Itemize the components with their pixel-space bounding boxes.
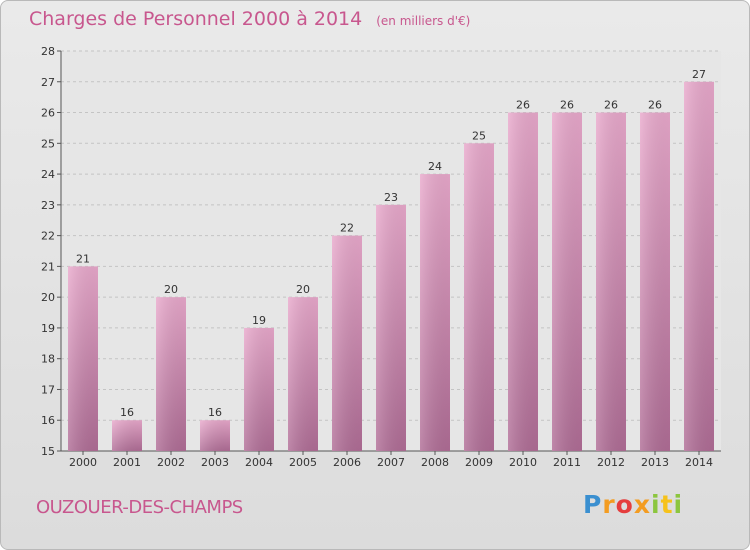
y-tick-label: 22	[41, 230, 55, 243]
logo-letter: t	[660, 490, 674, 519]
logo-letter: o	[615, 490, 634, 519]
bar-value-label: 16	[208, 406, 222, 419]
bar-value-label: 26	[516, 99, 530, 112]
bar-value-label: 21	[76, 252, 90, 265]
x-tick-label: 2007	[377, 456, 405, 469]
bar-highlight	[68, 266, 98, 451]
logo-letter: i	[673, 490, 684, 519]
bar-value-label: 24	[428, 160, 442, 173]
bar-value-label: 26	[648, 99, 662, 112]
bar-highlight	[332, 235, 362, 451]
bar-highlight	[640, 112, 670, 452]
bar-value-label: 16	[120, 406, 134, 419]
y-tick-label: 18	[41, 353, 55, 366]
x-tick-label: 2008	[421, 456, 449, 469]
bar-highlight	[596, 112, 626, 452]
bar-value-label: 19	[252, 314, 266, 327]
y-tick-label: 24	[41, 168, 55, 181]
y-tick-label: 20	[41, 291, 55, 304]
y-tick-label: 17	[41, 383, 55, 396]
logo-letter: i	[651, 490, 661, 519]
bar-highlight	[376, 204, 406, 451]
x-tick-label: 2013	[641, 456, 669, 469]
y-tick-label: 26	[41, 107, 55, 120]
bar-highlight	[420, 174, 450, 452]
x-tick-label: 2004	[245, 456, 273, 469]
bar-value-label: 20	[296, 283, 310, 296]
bar-value-label: 25	[472, 129, 486, 142]
bar-highlight	[156, 297, 186, 451]
logo-letter: r	[602, 490, 616, 519]
y-tick-label: 23	[41, 199, 55, 212]
bar-highlight	[464, 143, 494, 452]
x-tick-label: 2011	[553, 456, 581, 469]
y-tick-label: 27	[41, 76, 55, 89]
x-tick-label: 2012	[597, 456, 625, 469]
bar-highlight	[508, 112, 538, 452]
x-tick-label: 2003	[201, 456, 229, 469]
x-tick-label: 2001	[113, 456, 141, 469]
bar-value-label: 26	[560, 99, 574, 112]
x-tick-label: 2005	[289, 456, 317, 469]
x-tick-label: 2006	[333, 456, 361, 469]
bar-value-label: 20	[164, 283, 178, 296]
x-tick-label: 2009	[465, 456, 493, 469]
logo-letter: P	[583, 490, 603, 519]
proxiti-logo: Proxiti	[583, 490, 683, 519]
bar-highlight	[244, 327, 274, 451]
x-tick-label: 2000	[69, 456, 97, 469]
bar-value-label: 27	[692, 68, 706, 81]
bar-highlight	[112, 420, 142, 451]
logo-letter: x	[633, 490, 651, 519]
y-tick-label: 19	[41, 322, 55, 335]
bar-value-label: 23	[384, 191, 398, 204]
x-tick-label: 2002	[157, 456, 185, 469]
commune-name: OUZOUER-DES-CHAMPS	[36, 497, 243, 518]
x-tick-label: 2010	[509, 456, 537, 469]
bar-value-label: 26	[604, 99, 618, 112]
bar-value-label: 22	[340, 222, 354, 235]
bar-highlight	[684, 81, 714, 452]
chart-title-text: Charges de Personnel 2000 à 2014	[29, 8, 363, 30]
bar-highlight	[288, 297, 318, 451]
bar-highlight	[552, 112, 582, 452]
chart-title: Charges de Personnel 2000 à 2014 (en mill…	[29, 8, 470, 30]
x-tick-label: 2014	[685, 456, 713, 469]
y-tick-label: 16	[41, 414, 55, 427]
bar-highlight	[200, 420, 230, 451]
y-tick-label: 28	[41, 45, 55, 58]
chart-unit: (en milliers d'€)	[376, 14, 471, 28]
y-tick-label: 21	[41, 260, 55, 273]
y-tick-label: 25	[41, 137, 55, 150]
y-tick-label: 15	[41, 445, 55, 458]
